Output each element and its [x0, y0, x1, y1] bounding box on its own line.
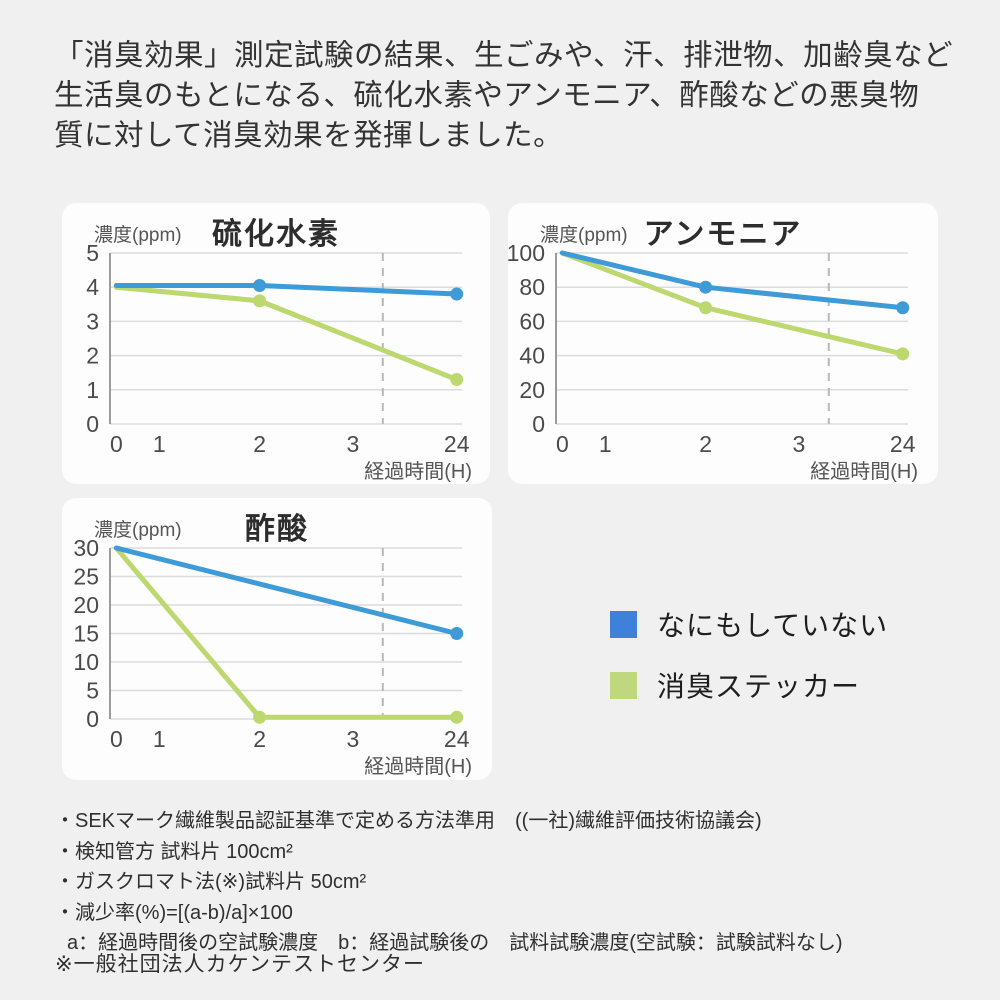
x-tick-label: 1: [599, 431, 612, 457]
x-tick-label: 2: [253, 726, 266, 752]
data-point-marker: [450, 287, 464, 301]
data-point-marker: [896, 347, 910, 361]
footnotes: ・SEKマーク繊維製品認証基準で定める方法準用 ((一社)繊維評価技術協議会) …: [55, 806, 843, 959]
x-tick-label: 24: [444, 726, 470, 752]
x-tick-label: 0: [110, 431, 123, 457]
footnote-line-2: ・検知管方 試料片 100cm²: [55, 840, 293, 863]
x-tick-label: 2: [699, 431, 712, 457]
intro-text-line-3: 質に対して消臭効果を発揮しました。: [54, 119, 564, 152]
y-tick-label: 0: [532, 411, 545, 437]
data-point-marker: [253, 710, 267, 724]
data-point-marker: [253, 278, 267, 292]
y-tick-label: 5: [86, 678, 99, 704]
y-tick-label: 40: [519, 343, 545, 369]
x-tick-label: 2: [253, 431, 266, 457]
legend-label-deodorant-sticker: 消臭ステッカー: [657, 671, 861, 702]
x-tick-label: 3: [346, 726, 359, 752]
x-tick-label: 1: [153, 431, 166, 457]
intro-text-line-2: 生活臭のもとになる、硫化水素やアンモニア、酢酸などの悪臭物: [54, 79, 920, 112]
y-axis-unit-label: 濃度(ppm): [540, 225, 628, 246]
y-tick-label: 0: [86, 411, 99, 437]
hydrogen-sulfide-line-chart: 5 4 3 2 1 00 1 2 3 24 経過時間(H): [86, 243, 472, 483]
x-axis-title: 経過時間(H): [810, 460, 918, 483]
y-tick-label: 0: [86, 706, 99, 732]
y-tick-label: 100: [508, 243, 545, 266]
intro-text: 「消臭効果」測定試験の結果、生ごみや、汗、排泄物、加齢臭など 生活臭のもとになる…: [54, 36, 964, 156]
y-tick-label: 5: [86, 243, 99, 266]
data-point-marker: [450, 710, 464, 724]
y-axis-unit-label: 濃度(ppm): [94, 225, 182, 246]
legend-swatch-green: [610, 671, 637, 699]
chart-title-ammonia: アンモニア: [643, 218, 803, 251]
chart-title-acetic-acid: 酢酸: [245, 513, 309, 546]
source-note: ※一般社団法人カケンテストセンター: [55, 953, 425, 976]
y-tick-label: 20: [519, 377, 545, 403]
y-tick-label: 2: [86, 343, 99, 369]
x-tick-label: 24: [444, 431, 470, 457]
x-tick-label: 3: [346, 431, 359, 457]
chart-card-ammonia: 濃度(ppm) アンモニア 100 80 60 40 20 0 0 1 2 3 24 経過時間(H): [508, 203, 938, 484]
legend-item-deodorant-sticker: 消臭ステッカー: [610, 665, 888, 705]
footnote-line-1: ・SEKマーク繊維製品認証基準で定める方法準用 ((一社)繊維評価技術協議会): [55, 810, 762, 832]
x-axis-title: 経過時間(H): [364, 460, 472, 483]
y-tick-label: 25: [73, 564, 99, 590]
legend-label-untreated: なにもしていない: [657, 610, 889, 641]
y-tick-label: 4: [86, 274, 99, 300]
y-tick-label: 60: [519, 308, 545, 334]
y-tick-label: 15: [73, 621, 99, 647]
footnote-line-4: ・減少率(%)=[(a-b)/a]×100: [55, 901, 293, 924]
chart-card-hydrogen-sulfide: 濃度(ppm) 硫化水素 5 4 3 2 1 0 0 1 2 3 24 経過時間(H): [62, 203, 490, 484]
chart-card-acetic-acid: 濃度(ppm) 酢酸 30 25 20 15 10 5 0 0 1 2 3 24 経過時間(H): [62, 498, 492, 780]
x-tick-label: 1: [153, 726, 166, 752]
y-tick-label: 3: [86, 308, 99, 334]
y-tick-label: 20: [73, 592, 99, 618]
series-line: [559, 250, 906, 311]
data-point-marker: [896, 301, 910, 315]
x-tick-label: 24: [890, 431, 916, 457]
legend: なにもしていない 消臭ステッカー: [610, 604, 888, 726]
chart-title-hydrogen-sulfide: 硫化水素: [212, 218, 340, 251]
x-tick-label: 0: [110, 726, 123, 752]
series-line: [113, 545, 460, 636]
y-axis-unit-label: 濃度(ppm): [94, 520, 182, 541]
x-tick-label: 0: [556, 431, 569, 457]
ammonia-line-chart: 100 80 60 40 20 00 1 2 3 24 経過時間(H): [508, 243, 918, 483]
y-tick-label: 30: [73, 538, 99, 561]
legend-swatch-blue: [610, 610, 637, 638]
y-tick-label: 1: [86, 377, 99, 403]
footnote-line-5: a：経過時間後の空試験濃度 b：経過試験後の 試料試験濃度(空試験：試験試料なし…: [67, 932, 843, 954]
y-tick-label: 10: [73, 649, 99, 675]
x-axis-title: 経過時間(H): [364, 755, 472, 778]
data-point-marker: [699, 280, 713, 294]
y-tick-label: 80: [519, 274, 545, 300]
series-line: [113, 545, 460, 720]
x-tick-label: 3: [792, 431, 805, 457]
footnote-line-3: ・ガスクロマト法(※)試料片 50cm²: [55, 871, 367, 893]
series-line: [113, 284, 460, 383]
data-point-marker: [450, 627, 464, 640]
legend-item-untreated: なにもしていない: [610, 604, 888, 644]
data-point-marker: [450, 373, 464, 387]
data-point-marker: [699, 301, 713, 315]
data-point-marker: [253, 294, 267, 308]
intro-text-line-1: 「消臭効果」測定試験の結果、生ごみや、汗、排泄物、加齢臭など: [54, 39, 954, 72]
